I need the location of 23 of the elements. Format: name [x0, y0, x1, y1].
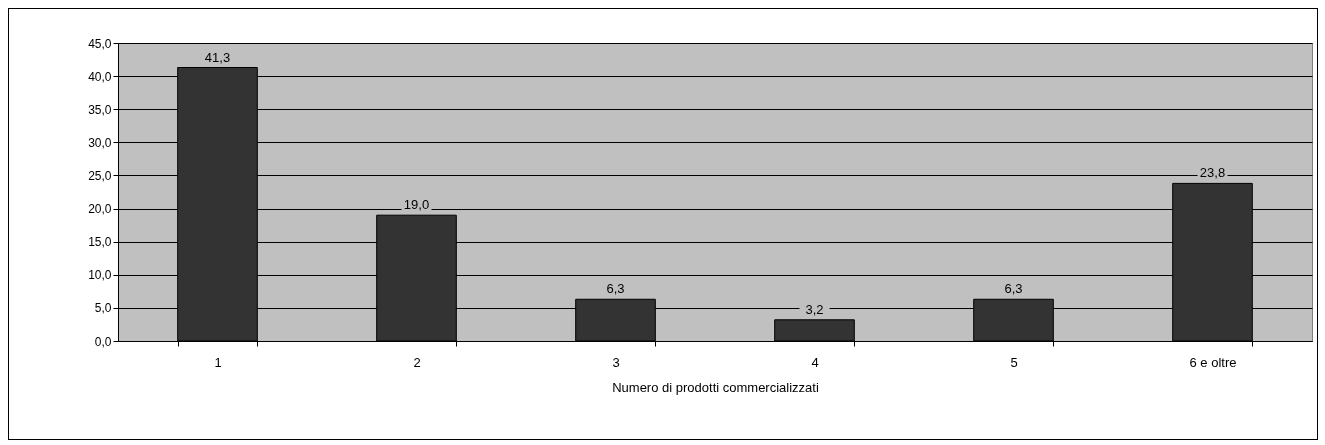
data-label: 41,3: [204, 49, 231, 65]
y-tick-label: 30,0: [88, 135, 112, 150]
y-tick-label: 35,0: [88, 102, 112, 117]
y-tick-label: 0,0: [94, 334, 112, 349]
data-label: 19,0: [403, 197, 430, 213]
y-tick-label: 10,0: [88, 268, 112, 283]
x-tick-label: 4: [811, 354, 819, 370]
y-tick-label: 45,0: [88, 36, 112, 51]
data-label: 3,2: [805, 301, 824, 317]
data-label: 23,8: [1199, 165, 1226, 181]
x-tick-label: 5: [1010, 354, 1018, 370]
y-tick-label: 25,0: [88, 168, 112, 183]
data-label: 6,3: [1004, 281, 1023, 297]
x-tick-label: 3: [612, 354, 620, 370]
y-tick-label: 15,0: [88, 235, 112, 250]
x-axis-title: Numero di prodotti commercializzati: [612, 379, 819, 395]
x-tick-label: 1: [214, 354, 222, 370]
x-tick-label: 2: [413, 354, 421, 370]
x-tick-label: 6 e oltre: [1189, 354, 1237, 370]
y-tick-label: 20,0: [88, 202, 112, 217]
y-tick-label: 40,0: [88, 69, 112, 84]
data-label: 6,3: [606, 281, 625, 297]
y-tick-label: 5,0: [94, 301, 112, 316]
